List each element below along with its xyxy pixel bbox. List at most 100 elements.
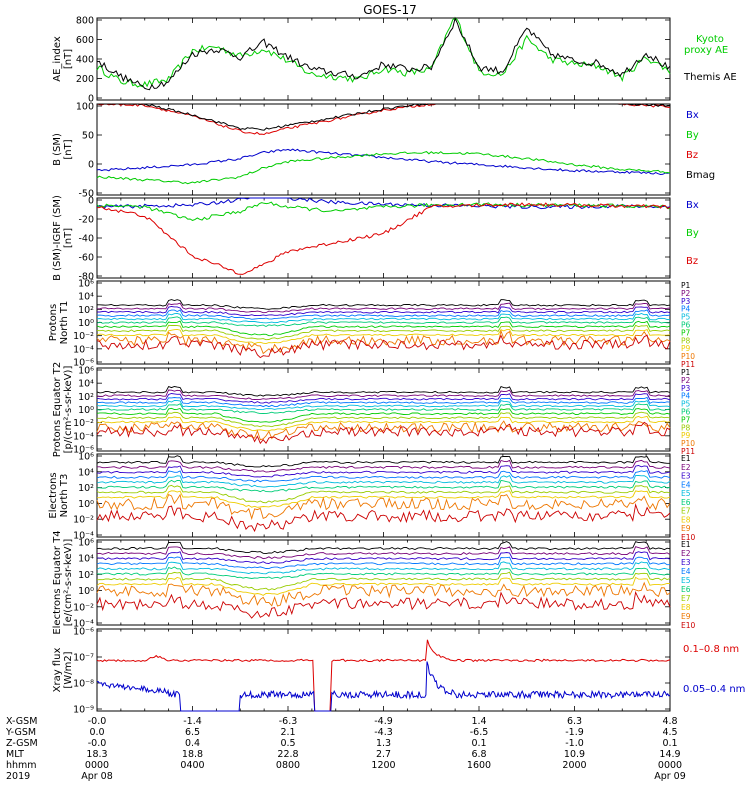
legend-xray-short: 0.05–0.4 nm	[683, 684, 745, 695]
series-line-e6	[97, 479, 671, 493]
y-tick-label: 400	[76, 55, 94, 66]
series-line-e1	[96, 541, 671, 555]
legend: P1P2P3P4P5P6P7P8P9P10P11P1P2P3P4P5P6P7P8…	[681, 34, 745, 695]
y-tick-label: -50	[78, 189, 94, 200]
legend-entry-p8: P8	[681, 423, 691, 432]
legend-entry-e6: E6	[681, 585, 691, 594]
legend-entry-e2: E2	[681, 463, 691, 472]
legend-entry-e9: E9	[681, 612, 691, 621]
y-tick-label: 10⁻²	[73, 515, 94, 526]
series-line-e2	[97, 459, 671, 473]
legend-entry-e3: E3	[681, 558, 691, 567]
y-tick-label: 10²	[78, 305, 94, 316]
ephemeris-cell: 1.4	[471, 716, 486, 727]
legend-entry-e7: E7	[681, 507, 691, 516]
series-line-p8	[96, 324, 671, 341]
y-axis-label: Xray flux [W/m2]	[52, 648, 74, 693]
ephemeris-row-label: X-GSM	[6, 716, 37, 727]
ephemeris-table: X-GSMY-GSMZ-GSMMLThhmm2019-0.00.0-0.018.…	[5, 716, 686, 782]
ephemeris-cell: Apr 08	[81, 771, 113, 782]
series-line-e3	[96, 551, 671, 564]
ephemeris-cell: 0000	[658, 760, 682, 771]
series-line-p6	[96, 403, 671, 415]
y-tick-label: 10⁻⁶	[73, 627, 94, 638]
legend-dby: By	[686, 228, 699, 239]
series-line-p8	[97, 411, 671, 428]
y-tick-label: 0	[88, 196, 94, 207]
series-line-p1	[97, 299, 671, 310]
series-line-e8	[97, 490, 671, 508]
y-tick-label: 10⁻⁶	[73, 445, 94, 456]
series-line-e4	[96, 556, 670, 570]
series-line-p7	[96, 320, 671, 337]
series-line-p4	[96, 396, 671, 408]
y-tick-label: 10⁻⁶	[73, 358, 94, 369]
y-axis-label-line: North T3	[59, 474, 70, 518]
series-line-p10	[96, 420, 671, 441]
ephemeris-cell: 2.1	[280, 727, 295, 738]
y-axis-label: Protons Equator T2 [p/(cm²-s-sr-keV)]	[52, 362, 74, 458]
ephemeris-cell: 14.9	[659, 749, 680, 760]
legend-entry-p9: P9	[681, 344, 691, 353]
series-line-themis-ae	[96, 16, 671, 91]
legend-entry-p10: P10	[681, 352, 695, 361]
series-line-e10	[96, 502, 671, 533]
legend-entry-p6: P6	[681, 408, 691, 417]
panel-frame	[96, 103, 671, 196]
series-line-e5	[96, 561, 671, 575]
series-line-p3	[97, 306, 671, 317]
legend-entry-p1: P1	[681, 368, 691, 377]
y-tick-label: 10⁴	[78, 379, 94, 390]
legend-entry-p11: P11	[681, 447, 695, 456]
y-tick-label: 10⁻²	[73, 331, 94, 342]
y-tick-label: 10⁰	[78, 586, 94, 597]
y-axis-label-line: Protons Equator T2	[52, 362, 63, 458]
ephemeris-cell: 1.3	[376, 738, 391, 749]
series-line-by	[96, 201, 671, 221]
panel-frame	[96, 197, 671, 279]
series-line-bmag	[97, 103, 670, 131]
legend-entry-e4: E4	[681, 480, 691, 489]
ephemeris-cell: -6.5	[470, 727, 489, 738]
legend-entry-e3: E3	[681, 472, 691, 481]
series-line-p5	[96, 399, 671, 411]
y-axis-label: B (SM) [nT]	[52, 133, 74, 166]
ephemeris-row-label: 2019	[6, 771, 30, 782]
y-tick-label: 600	[76, 35, 94, 46]
legend-bx: Bx	[686, 110, 699, 121]
ephemeris-cell: -4.3	[374, 727, 393, 738]
series-line-e9	[96, 493, 671, 521]
y-axis-label: Electrons North T3	[48, 472, 70, 518]
y-tick-label: 10⁴	[78, 292, 94, 303]
legend-entry-p10: P10	[681, 439, 695, 448]
ephemeris-cell: -1.4	[183, 716, 202, 727]
y-tick-label: 10²	[78, 483, 94, 494]
ephemeris-cell: 0.1	[471, 738, 486, 749]
y-axis-label-line: Electrons	[48, 472, 59, 518]
legend-by: By	[686, 130, 699, 141]
y-tick-label: 10⁴	[78, 467, 94, 478]
y-axis-label-line: B (SM)-IGRF (SM)	[52, 195, 63, 281]
legend-entry-e2: E2	[681, 549, 691, 558]
series-line-p1	[96, 386, 671, 397]
y-axis-label-line: B (SM)	[52, 133, 63, 166]
ephemeris-cell: 0.0	[89, 727, 104, 738]
series-line-p11	[96, 421, 671, 445]
ephemeris-cell: 1200	[371, 760, 395, 771]
series-line-xray-long	[96, 639, 671, 712]
legend-entry-p4: P4	[681, 392, 691, 401]
legend-entry-p8: P8	[681, 336, 691, 345]
series-line-by	[96, 151, 671, 185]
series-line-e9	[96, 581, 671, 607]
ephemeris-cell: 6.8	[471, 749, 486, 760]
y-tick-label: -80	[78, 272, 94, 283]
legend-entry-e8: E8	[681, 603, 691, 612]
series-line-p3	[96, 393, 671, 404]
legend-bmag: Bmag	[686, 170, 715, 181]
y-tick-label: 10⁻²	[73, 418, 94, 429]
legend-entry-e9: E9	[681, 524, 691, 533]
y-axis-label-line: Protons	[48, 304, 59, 341]
series-line-e10	[96, 590, 671, 619]
ephemeris-cell: 6.3	[567, 716, 582, 727]
